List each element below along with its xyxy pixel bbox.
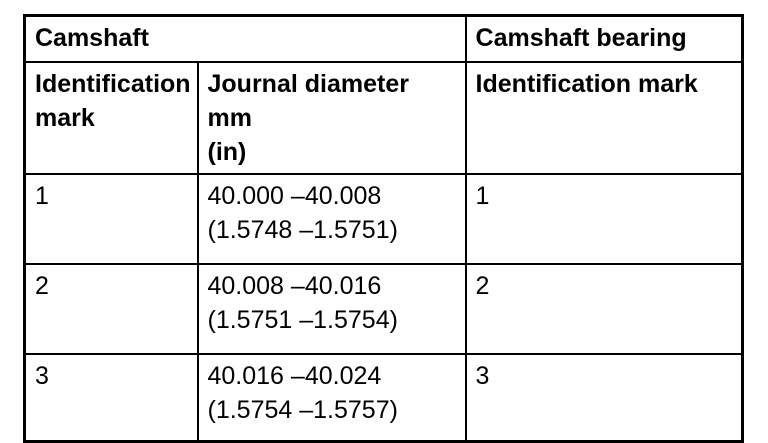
bearing-mark-cell: 3 — [464, 352, 744, 443]
journal-diameter-header-cell: Journal diameter mm (in) — [196, 60, 467, 175]
diameter-mm-value: 40.000 –40.008 — [207, 181, 382, 210]
journal-diameter-cell: 40.008 –40.016 (1.5751 –1.5754) — [196, 262, 467, 355]
identification-mark-header-cell: Identification mark — [23, 60, 199, 175]
camshaft-specification-table: Camshaft Camshaft bearing Identification… — [23, 14, 745, 443]
bearing-mark-cell: 2 — [464, 262, 744, 355]
camshaft-mark-cell: 3 — [23, 352, 199, 443]
bearing-mark-cell: 1 — [464, 172, 744, 265]
diameter-in-value: (1.5754 –1.5757) — [207, 395, 398, 424]
journal-diameter-cell: 40.000 –40.008 (1.5748 –1.5751) — [196, 172, 467, 265]
diameter-mm-value: 40.016 –40.024 — [207, 361, 382, 390]
diameter-in-value: (1.5751 –1.5754) — [207, 305, 398, 334]
camshaft-bearing-title-cell: Camshaft bearing — [464, 14, 744, 63]
table-row: 1 40.000 –40.008 (1.5748 –1.5751) 1 — [23, 172, 744, 265]
bearing-identification-mark-header-cell: Identification mark — [464, 60, 744, 175]
table-row: 2 40.008 –40.016 (1.5751 –1.5754) 2 — [23, 262, 744, 355]
diameter-mm-value: 40.008 –40.016 — [207, 271, 382, 300]
table-title-row: Camshaft Camshaft bearing — [23, 14, 744, 63]
table-header-row: Identification mark Journal diameter mm … — [23, 60, 744, 175]
camshaft-title-cell: Camshaft — [23, 14, 467, 63]
camshaft-mark-cell: 2 — [23, 262, 199, 355]
camshaft-mark-cell: 1 — [23, 172, 199, 265]
diameter-in-value: (1.5748 –1.5751) — [207, 215, 398, 244]
journal-diameter-cell: 40.016 –40.024 (1.5754 –1.5757) — [196, 352, 467, 443]
table-row: 3 40.016 –40.024 (1.5754 –1.5757) 3 — [23, 352, 744, 443]
